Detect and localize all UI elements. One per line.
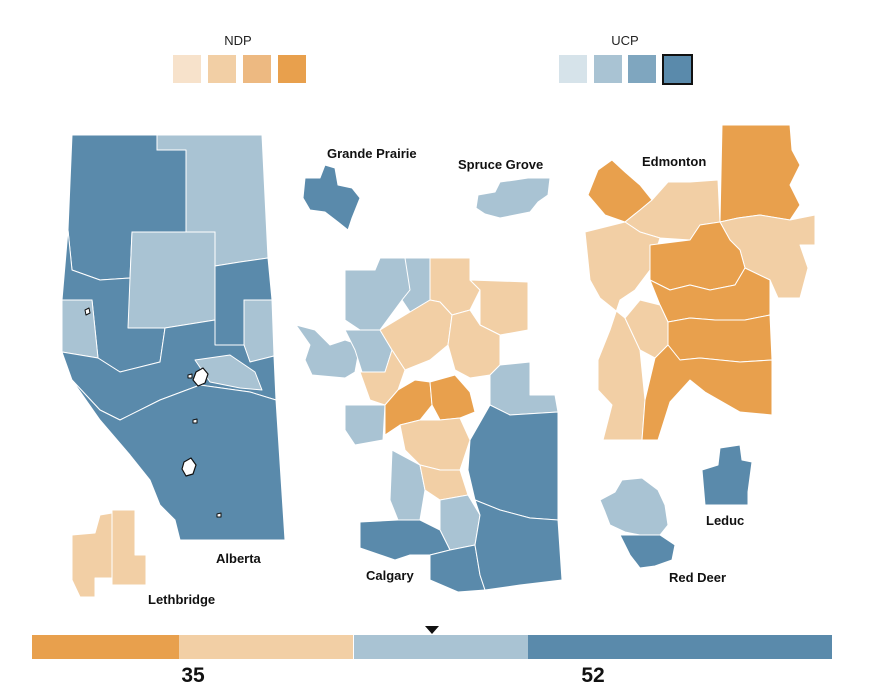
legend-swatch-ndp-2[interactable]	[208, 55, 236, 83]
label-leduc: Leduc	[706, 513, 745, 528]
alberta-city-small-3[interactable]	[192, 418, 198, 424]
alberta-district-east-panel[interactable]	[243, 299, 275, 363]
calgary-core-2[interactable]	[429, 374, 476, 421]
alberta-map	[61, 134, 286, 541]
legend-swatch-ucp-4[interactable]	[662, 54, 693, 85]
lethbridge-map	[71, 509, 147, 598]
legend-swatch-ucp-3[interactable]	[628, 55, 656, 83]
seat-bar-segment-3	[354, 635, 528, 659]
legend-swatch-ndp-4[interactable]	[278, 55, 306, 83]
alberta-city-small-2[interactable]	[187, 373, 193, 379]
seat-bar-segment-1	[32, 635, 179, 659]
leduc-map	[701, 444, 753, 506]
legend-swatch-ucp-2[interactable]	[594, 55, 622, 83]
grande-prairie-map	[302, 164, 361, 231]
calgary-central-2[interactable]	[447, 309, 501, 379]
lethbridge-east[interactable]	[111, 509, 147, 586]
label-edmonton: Edmonton	[642, 154, 707, 169]
seat-bar-segment-4	[528, 635, 832, 659]
ndp-seat-count: 35	[181, 664, 205, 687]
majority-marker-icon	[425, 626, 439, 634]
grande-prairie-district[interactable]	[302, 164, 361, 231]
alberta-district-south[interactable]	[71, 379, 286, 541]
seat-bar-segment-2	[179, 635, 353, 659]
label-alberta: Alberta	[216, 551, 261, 566]
red-deer-south[interactable]	[619, 534, 676, 569]
legend-swatch-ucp-1[interactable]	[559, 55, 587, 83]
legend-swatch-ndp-3[interactable]	[243, 55, 271, 83]
alberta-city-calgary[interactable]	[181, 457, 197, 477]
calgary-south-central[interactable]	[419, 464, 469, 501]
red-deer-north[interactable]	[599, 477, 669, 536]
edmonton-nw[interactable]	[587, 159, 653, 223]
alberta-city-small-4[interactable]	[216, 512, 222, 518]
calgary-east-1[interactable]	[489, 361, 559, 416]
lethbridge-west[interactable]	[71, 512, 113, 598]
label-red-deer: Red Deer	[669, 570, 727, 585]
label-grande-prairie: Grande Prairie	[327, 146, 417, 161]
calgary-sw-1[interactable]	[344, 404, 386, 446]
calgary-south-4[interactable]	[474, 499, 563, 591]
edmonton-south-1[interactable]	[667, 314, 773, 363]
legend-swatch-ndp-1[interactable]	[173, 55, 201, 83]
legend-ucp-title: UCP	[611, 33, 639, 48]
calgary-west-central[interactable]	[359, 349, 406, 406]
leduc-district[interactable]	[701, 444, 753, 506]
alberta-city-edmonton[interactable]	[192, 367, 209, 387]
seat-bar	[32, 635, 832, 659]
spruce-grove-map	[475, 177, 551, 219]
edmonton-ne[interactable]	[719, 124, 801, 223]
red-deer-map	[599, 477, 676, 569]
label-calgary: Calgary	[366, 568, 414, 583]
edmonton-south-2[interactable]	[641, 344, 773, 441]
alberta-district-central-north[interactable]	[127, 231, 216, 329]
alberta-district-grande-prairie-area[interactable]	[61, 299, 99, 359]
label-spruce-grove: Spruce Grove	[458, 157, 544, 172]
legend-ndp-title: NDP	[224, 33, 252, 48]
calgary-center-south[interactable]	[399, 417, 471, 471]
label-lethbridge: Lethbridge	[148, 592, 216, 607]
alberta-district-edmonton-belt[interactable]	[194, 354, 263, 391]
edmonton-map	[584, 124, 816, 441]
ucp-seat-count: 52	[581, 664, 605, 687]
spruce-grove-district[interactable]	[475, 177, 551, 219]
calgary-map	[295, 257, 563, 593]
calgary-w-1[interactable]	[295, 324, 361, 379]
alberta-city-small-1[interactable]	[84, 307, 91, 316]
